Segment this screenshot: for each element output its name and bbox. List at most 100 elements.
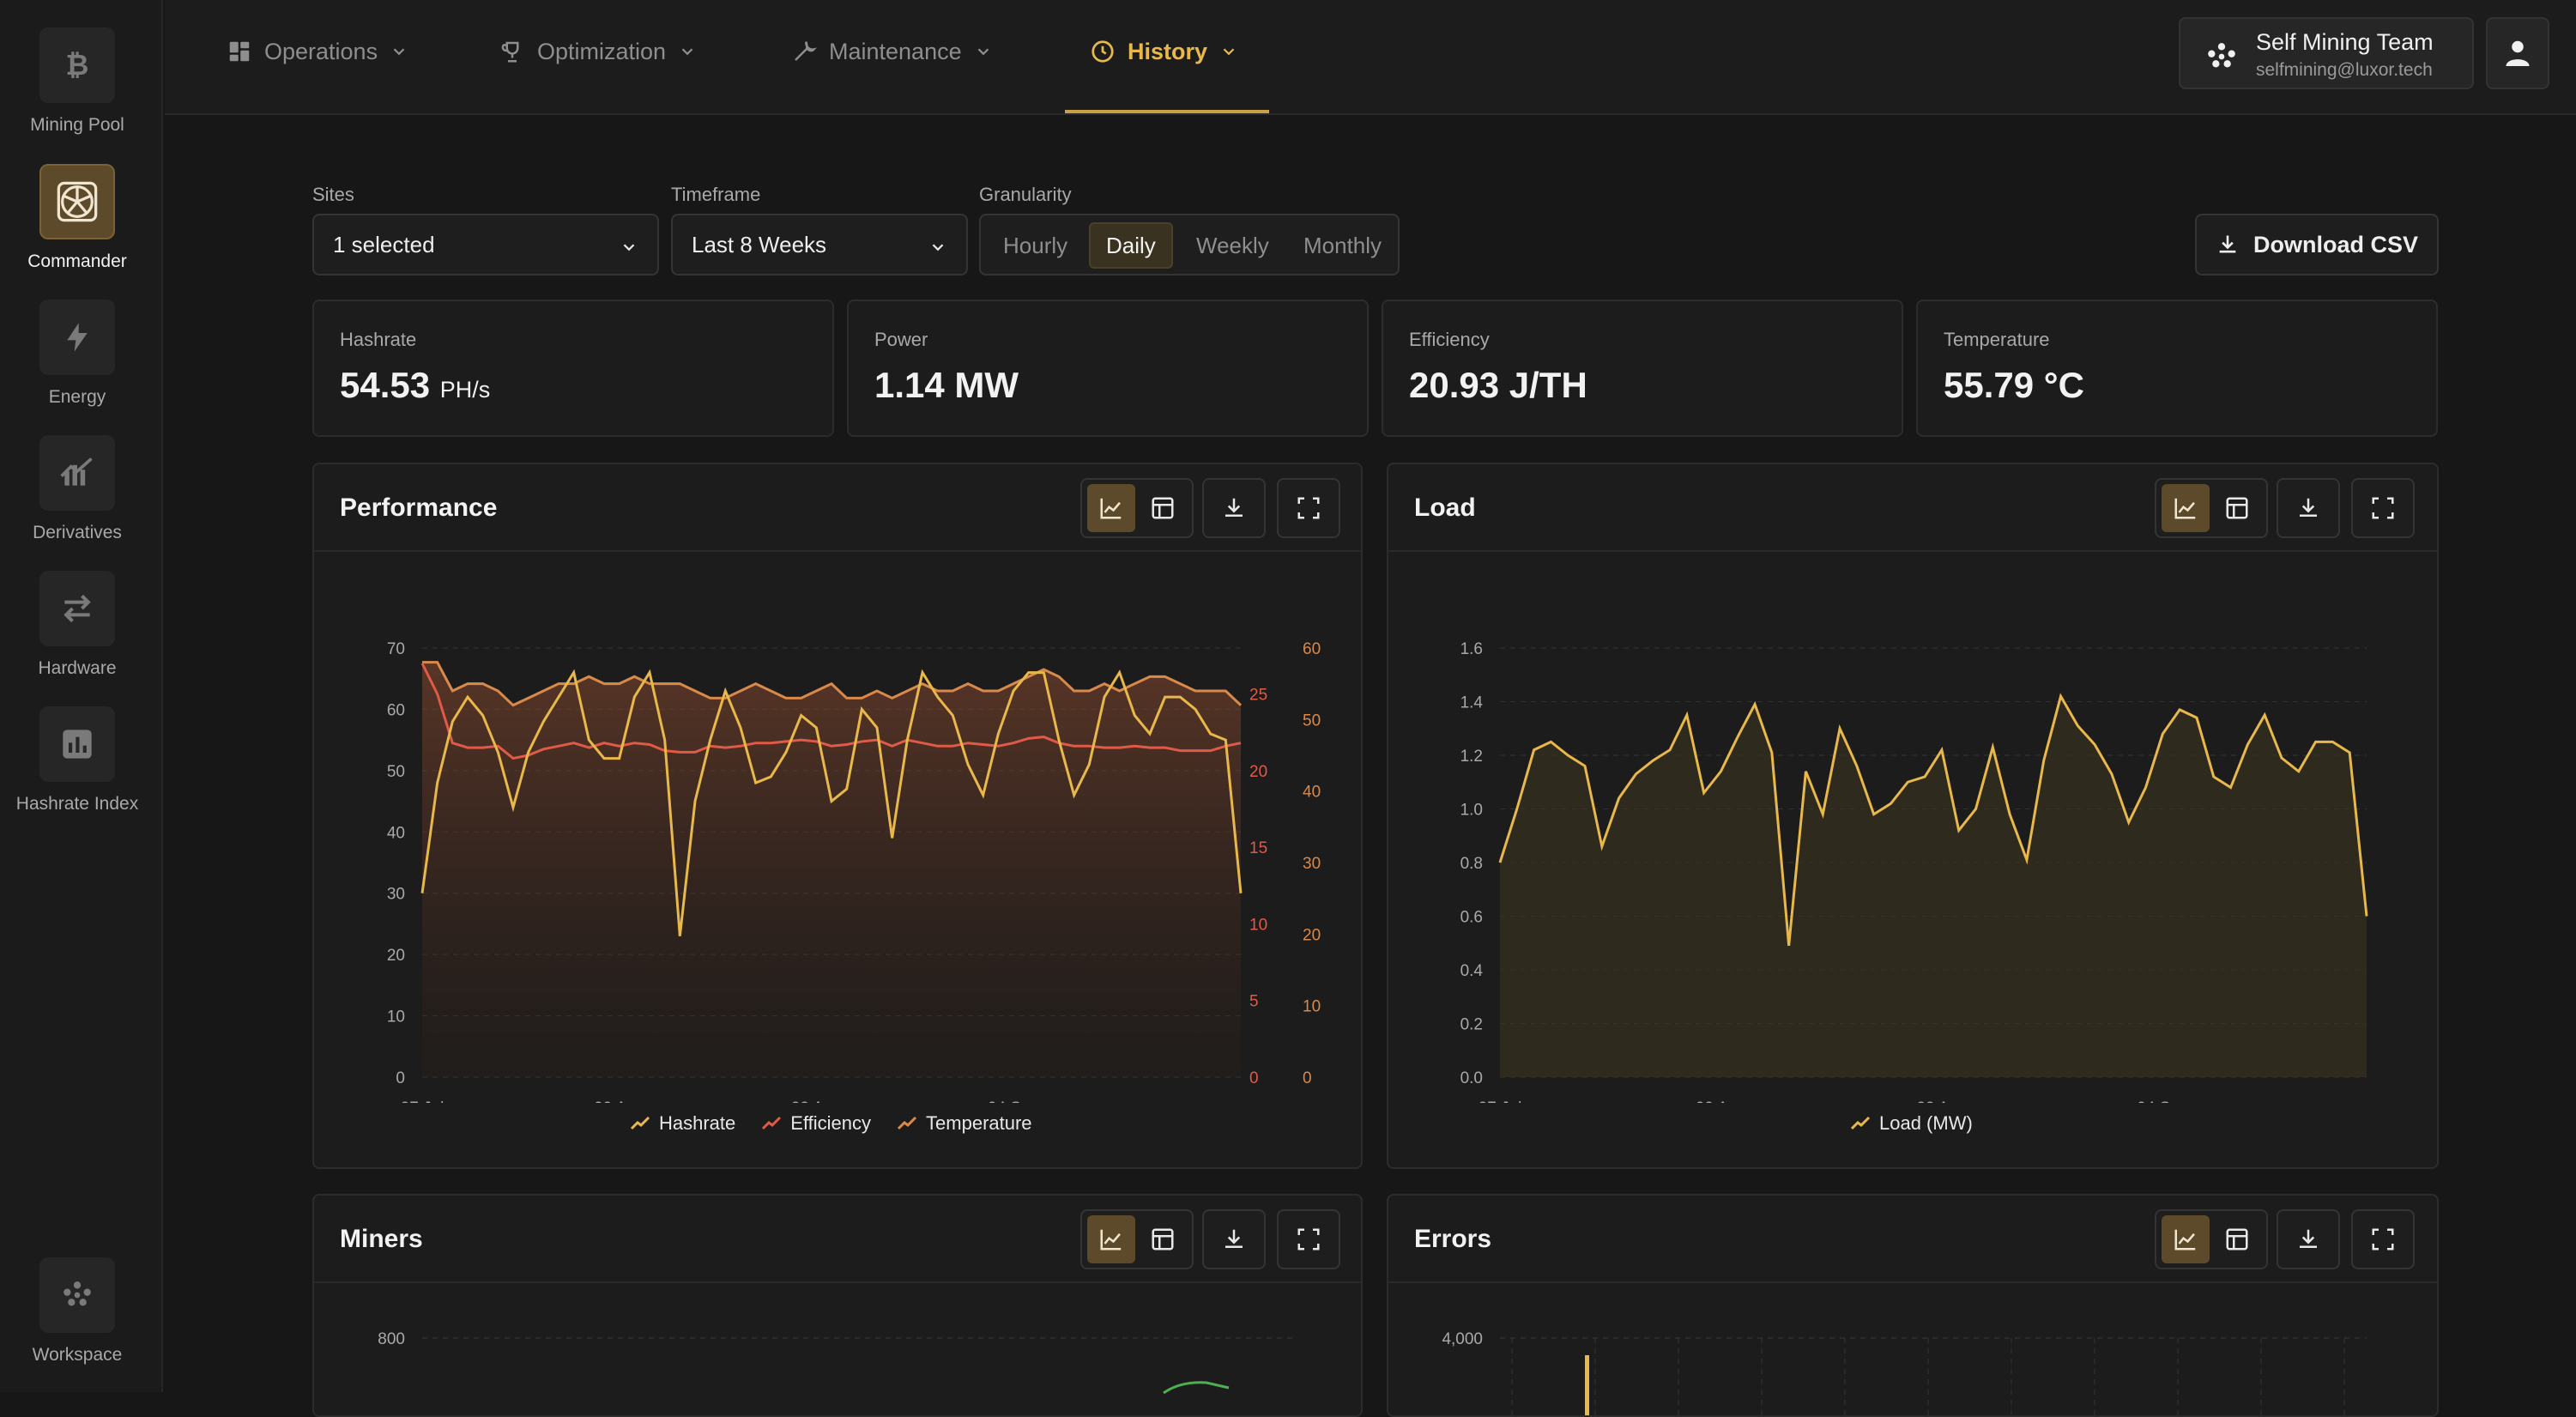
granularity-toggle: Hourly Daily Weekly Monthly — [979, 214, 1400, 276]
fan-icon — [39, 164, 115, 239]
sidebar-item-label: Derivatives — [33, 523, 122, 542]
download-chart-button[interactable] — [1202, 478, 1266, 538]
y-tick-label: 0.2 — [1460, 1016, 1483, 1034]
granularity-monthly[interactable]: Monthly — [1303, 232, 1382, 258]
timeframe-select[interactable]: Last 8 Weeks — [671, 214, 968, 276]
download-icon — [2219, 235, 2236, 253]
legend-item-temperature[interactable]: Temperature — [897, 1112, 1032, 1135]
trophy-icon — [501, 41, 519, 63]
table-view-button[interactable] — [2213, 1215, 2261, 1263]
nav-label: Operations — [264, 38, 378, 64]
legend-label: Efficiency — [790, 1112, 872, 1134]
expand-icon — [1297, 1228, 1320, 1250]
line-chart-icon — [1100, 498, 1122, 519]
download-chart-button[interactable] — [2277, 1209, 2340, 1269]
y-tick-label-left: 10 — [387, 1008, 405, 1026]
temperature-series-line — [422, 661, 1243, 707]
granularity-label: Granularity — [979, 184, 1072, 205]
sidebar-item-label: Energy — [48, 387, 106, 407]
line-chart-view-button[interactable] — [1087, 1215, 1135, 1263]
table-view-button[interactable] — [1139, 1215, 1187, 1263]
legend-label: Hashrate — [659, 1112, 736, 1134]
sidebar-item-label: Commander — [27, 251, 127, 271]
fullscreen-button[interactable] — [2351, 478, 2415, 538]
efficiency-series-line — [420, 663, 1242, 760]
legend-line-icon — [762, 1116, 782, 1130]
download-chart-button[interactable] — [1202, 1209, 1266, 1269]
y-tick-label: 800 — [378, 1330, 405, 1348]
legend-line-icon — [630, 1116, 650, 1130]
timeframe-label: Timeframe — [671, 184, 761, 205]
team-email: selfmining@luxor.tech — [2256, 60, 2433, 80]
sites-select[interactable]: 1 selected — [312, 214, 659, 276]
sidebar: ₿ Mining Pool Commander Energy Derivativ… — [0, 0, 163, 1392]
legend-label: Temperature — [926, 1112, 1032, 1134]
kpi-value: 1.14 MW — [874, 365, 1019, 405]
y-tick-label: 0.4 — [1460, 962, 1484, 980]
sidebar-item-mining-pool[interactable]: ₿ Mining Pool — [0, 27, 154, 136]
kpi-number: 54.53 — [340, 365, 431, 405]
kpi-hashrate: Hashrate 54.53 PH/s — [312, 300, 834, 437]
user-menu-button[interactable] — [2486, 17, 2549, 89]
line-chart-view-button[interactable] — [2162, 484, 2210, 532]
line-chart-view-button[interactable] — [2162, 1215, 2210, 1263]
legend-item-load[interactable]: Load (MW) — [1850, 1112, 1973, 1135]
sidebar-item-hashrate-index[interactable]: Hashrate Index — [0, 706, 154, 814]
card-title: Errors — [1414, 1225, 1492, 1253]
card-header: Performance — [314, 464, 1361, 552]
kpi-power: Power 1.14 MW — [847, 300, 1369, 437]
load-chart: 0.0 0.2 0.4 0.6 0.8 1.0 1.2 1.4 1.6 27 Jul 09 Aug 2… — [1460, 640, 2368, 1103]
team-switcher[interactable]: Self Mining Team selfmining@luxor.tech — [2179, 17, 2474, 89]
download-csv-button[interactable]: Download CSV — [2195, 214, 2439, 276]
fullscreen-button[interactable] — [2351, 1209, 2415, 1269]
y-tick-label-efficiency: 20 — [1249, 763, 1267, 781]
granularity-daily[interactable]: Daily — [1089, 222, 1173, 269]
chevron-down-icon — [393, 48, 405, 56]
kpi-temperature: Temperature 55.79 °C — [1916, 300, 2438, 437]
download-icon — [2300, 498, 2317, 517]
x-tick-label: 04 Sep — [988, 1099, 1039, 1103]
download-chart-button[interactable] — [2277, 478, 2340, 538]
card-title: Load — [1414, 494, 1476, 522]
sidebar-item-derivatives[interactable]: Derivatives — [0, 435, 154, 543]
sidebar-item-commander[interactable]: Commander — [0, 164, 154, 272]
kpi-label: Hashrate — [340, 329, 417, 350]
performance-chart: 0 10 20 30 40 50 60 70 0 5 10 15 20 25 0 10 20 30 40 50 60 27… — [387, 640, 1321, 1103]
y-tick-label-right: 20 — [1303, 926, 1321, 944]
fullscreen-button[interactable] — [1277, 1209, 1340, 1269]
table-icon — [1152, 1228, 1174, 1250]
x-tick-label: 27 Jul — [401, 1099, 444, 1103]
x-tick-label: 27 Jul — [1478, 1099, 1522, 1103]
kpi-label: Efficiency — [1409, 329, 1490, 350]
kpi-unit: PH/s — [439, 377, 491, 403]
nav-label: History — [1128, 38, 1208, 64]
fullscreen-button[interactable] — [1277, 478, 1340, 538]
kpi-value: 55.79 °C — [1944, 365, 2084, 405]
nav-maintenance[interactable]: Maintenance — [791, 34, 993, 69]
legend-item-hashrate[interactable]: Hashrate — [630, 1112, 735, 1135]
granularity-weekly[interactable]: Weekly — [1196, 232, 1269, 258]
line-chart-view-button[interactable] — [1087, 484, 1135, 532]
sidebar-item-hardware[interactable]: Hardware — [0, 571, 154, 679]
sidebar-item-label: Hashrate Index — [15, 794, 139, 814]
sidebar-item-workspace[interactable]: Workspace — [0, 1257, 154, 1366]
expand-icon — [2372, 1228, 2394, 1250]
table-view-button[interactable] — [1139, 484, 1187, 532]
table-view-button[interactable] — [2213, 484, 2261, 532]
team-name: Self Mining Team — [2256, 29, 2434, 55]
y-tick-label-right: 30 — [1303, 855, 1321, 873]
y-tick-label-left: 20 — [387, 947, 405, 965]
y-tick-label: 0.0 — [1460, 1069, 1483, 1087]
line-chart-icon — [1100, 1229, 1122, 1250]
nav-optimization[interactable]: Optimization — [499, 34, 697, 69]
granularity-hourly[interactable]: Hourly — [1003, 232, 1068, 258]
nav-label: Maintenance — [829, 38, 962, 64]
nav-history[interactable]: History — [1090, 34, 1238, 69]
nav-operations[interactable]: Operations — [227, 34, 408, 69]
x-tick-label: 04 Sep — [2137, 1099, 2188, 1103]
sidebar-item-energy[interactable]: Energy — [0, 300, 154, 408]
legend-item-efficiency[interactable]: Efficiency — [761, 1112, 871, 1135]
view-toggle — [2155, 1209, 2268, 1269]
y-tick-label-left: 30 — [387, 886, 405, 904]
x-tick-label: 22 Aug — [791, 1099, 842, 1103]
